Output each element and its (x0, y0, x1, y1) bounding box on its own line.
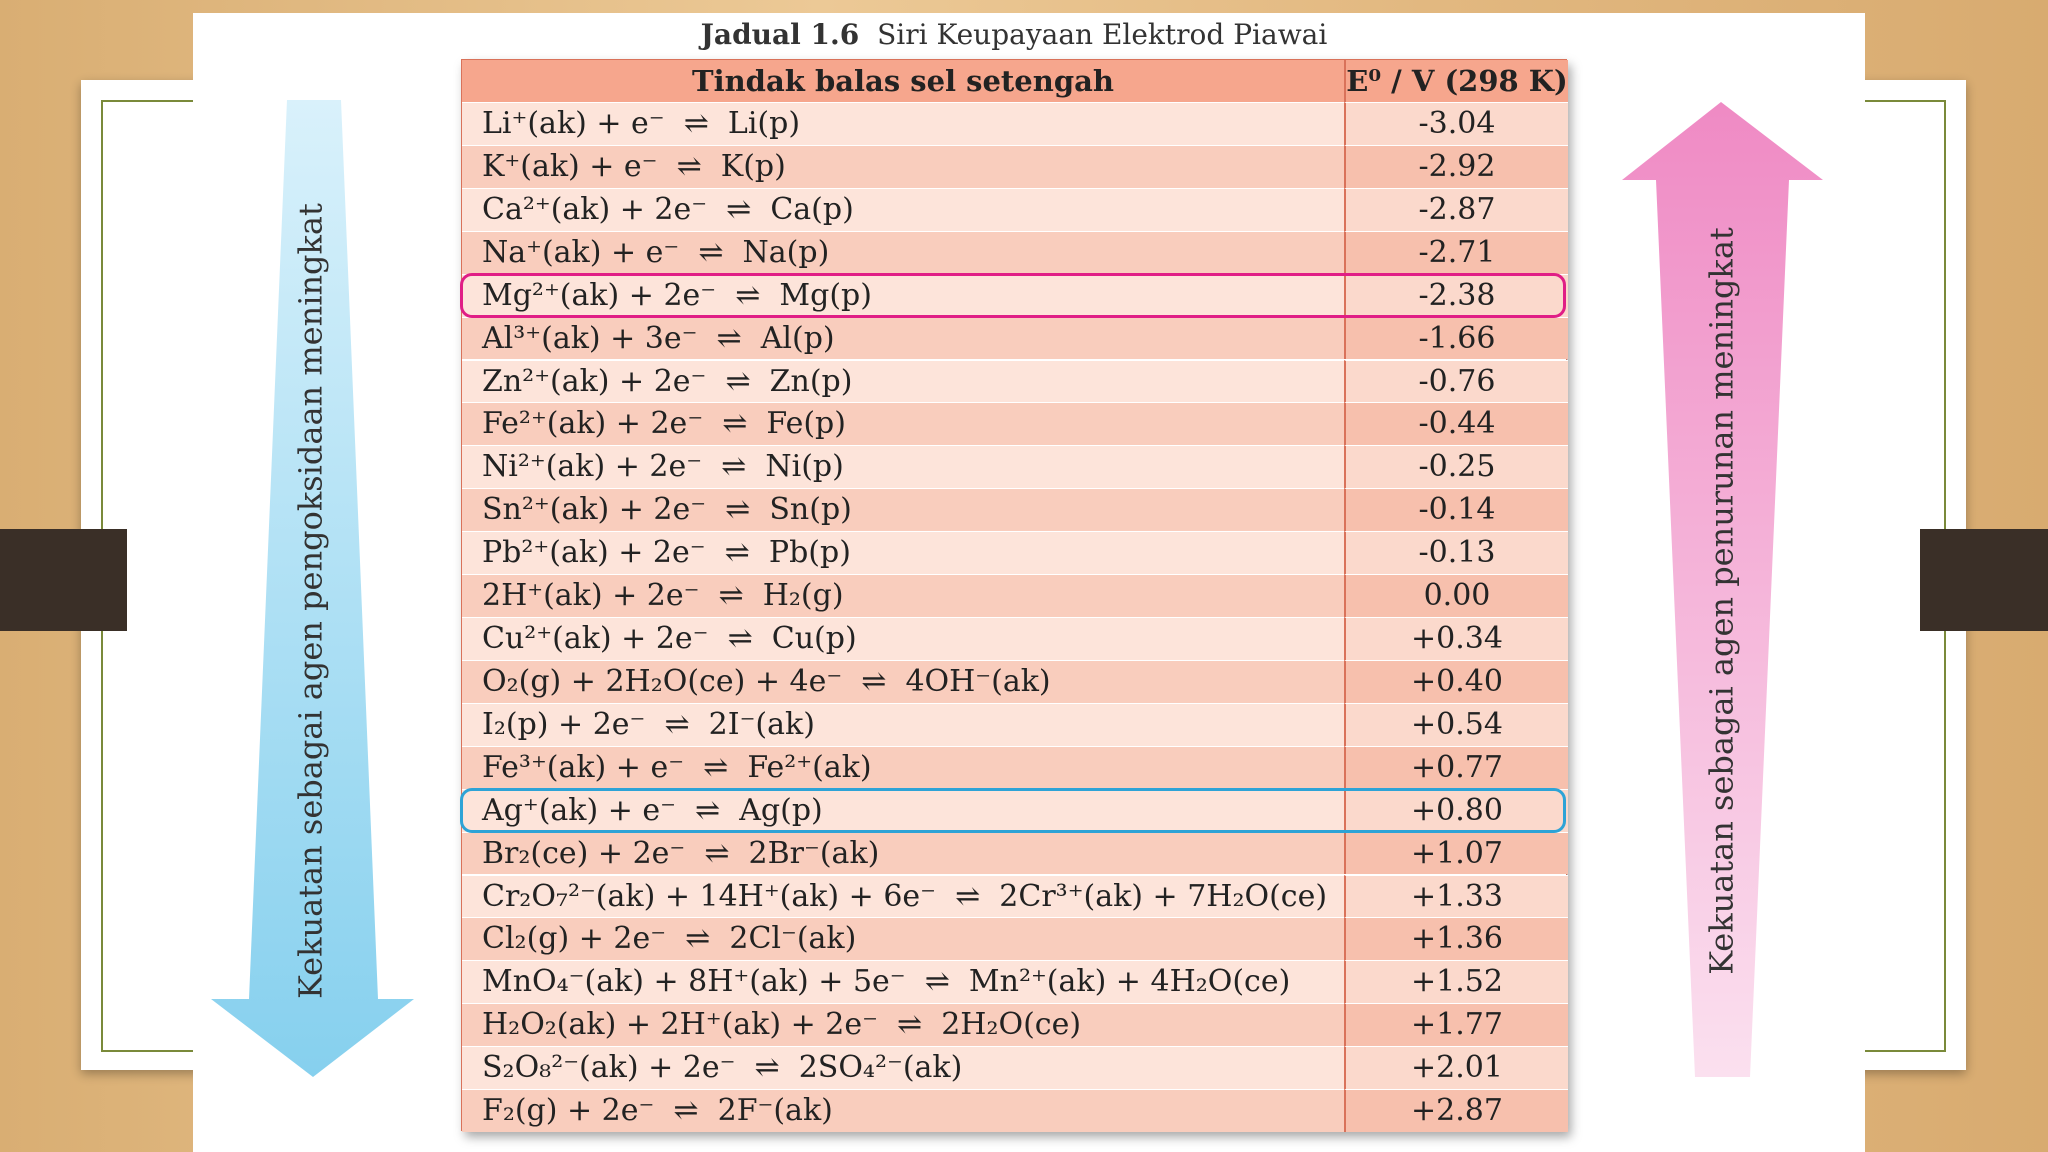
reaction-cell: H₂O₂(ak) + 2H⁺(ak) + 2e⁻ ⇌ 2H₂O(ce) (462, 1003, 1344, 1047)
reaction-cell: Fe³⁺(ak) + e⁻ ⇌ Fe²⁺(ak) (462, 745, 1344, 789)
down-arrow (211, 100, 414, 1077)
reaction-cell: Ca²⁺(ak) + 2e⁻ ⇌ Ca(p) (462, 187, 1344, 231)
reaction-cell: S₂O₈²⁻(ak) + 2e⁻ ⇌ 2SO₄²⁻(ak) (462, 1046, 1344, 1090)
potential-cell: +0.80 (1344, 788, 1568, 832)
right-arrow-label: Kekuatan sebagai agen penurunan meningka… (1703, 227, 1741, 975)
reaction-cell: Zn²⁺(ak) + 2e⁻ ⇌ Zn(p) (462, 359, 1344, 403)
reaction-cell: Sn²⁺(ak) + 2e⁻ ⇌ Sn(p) (462, 488, 1344, 532)
potential-cell: +1.33 (1344, 874, 1568, 918)
reaction-cell: Cl₂(g) + 2e⁻ ⇌ 2Cl⁻(ak) (462, 917, 1344, 961)
reaction-cell: Li⁺(ak) + e⁻ ⇌ Li(p) (462, 102, 1344, 145)
potential-cell: -2.87 (1344, 187, 1568, 231)
reaction-cell: I₂(p) + 2e⁻ ⇌ 2I⁻(ak) (462, 702, 1344, 746)
potential-cell: +0.77 (1344, 745, 1568, 789)
potential-cell: -1.66 (1344, 316, 1568, 360)
potential-cell: -3.04 (1344, 102, 1568, 145)
reaction-cell: Mg²⁺(ak) + 2e⁻ ⇌ Mg(p) (462, 273, 1344, 317)
dark-strip (1920, 529, 2048, 631)
header-cell: E⁰ / V (298 K) (1344, 60, 1568, 102)
up-arrow (1622, 102, 1823, 1077)
row-highlight (460, 787, 1566, 833)
reaction-cell: Fe²⁺(ak) + 2e⁻ ⇌ Fe(p) (462, 402, 1344, 446)
potential-cell: +1.07 (1344, 831, 1568, 875)
potential-cell: -0.13 (1344, 531, 1568, 575)
potential-cell: +2.87 (1344, 1089, 1568, 1132)
potential-cell: +1.36 (1344, 917, 1568, 961)
potential-cell: -0.76 (1344, 359, 1568, 403)
table: Tindak balas sel setengah E⁰ / V (298 K) L… (460, 59, 1568, 1132)
reaction-cell: 2H⁺(ak) + 2e⁻ ⇌ H₂(g) (462, 574, 1344, 617)
reaction-cell: O₂(g) + 2H₂O(ce) + 4e⁻ ⇌ 4OH⁻(ak) (462, 659, 1344, 703)
table-title: Jadual 1.6 Siri Keupayaan Elektrod Piawa… (461, 18, 1567, 51)
reaction-cell: F₂(g) + 2e⁻ ⇌ 2F⁻(ak) (462, 1089, 1344, 1132)
potential-cell: -2.71 (1344, 230, 1568, 274)
row-highlight (460, 272, 1566, 318)
reaction-cell: Ag⁺(ak) + e⁻ ⇌ Ag(p) (462, 788, 1344, 832)
potential-cell: -2.38 (1344, 273, 1568, 317)
potential-cell: +0.34 (1344, 617, 1568, 660)
title-label: Jadual 1.6 (700, 18, 860, 51)
left-arrow-label: Kekuatan sebagai agen pengoksidaan menin… (292, 203, 330, 999)
reaction-cell: Pb²⁺(ak) + 2e⁻ ⇌ Pb(p) (462, 531, 1344, 575)
potential-cell: +0.54 (1344, 702, 1568, 746)
reaction-cell: Na⁺(ak) + e⁻ ⇌ Na(p) (462, 230, 1344, 274)
potential-cell: +0.40 (1344, 659, 1568, 703)
potential-cell: +1.77 (1344, 1003, 1568, 1047)
reaction-cell: MnO₄⁻(ak) + 8H⁺(ak) + 5e⁻ ⇌ Mn²⁺(ak) + 4… (462, 960, 1344, 1004)
title-text: Siri Keupayaan Elektrod Piawai (877, 18, 1328, 51)
potential-cell: -0.14 (1344, 488, 1568, 532)
reaction-cell: Ni²⁺(ak) + 2e⁻ ⇌ Ni(p) (462, 445, 1344, 489)
reaction-cell: Al³⁺(ak) + 3e⁻ ⇌ Al(p) (462, 316, 1344, 360)
potential-cell: +2.01 (1344, 1046, 1568, 1090)
reaction-cell: Cu²⁺(ak) + 2e⁻ ⇌ Cu(p) (462, 617, 1344, 660)
reaction-cell: Br₂(ce) + 2e⁻ ⇌ 2Br⁻(ak) (462, 831, 1344, 875)
reaction-cell: Cr₂O₇²⁻(ak) + 14H⁺(ak) + 6e⁻ ⇌ 2Cr³⁺(ak)… (462, 874, 1344, 918)
potential-cell: 0.00 (1344, 574, 1568, 617)
potential-cell: -2.92 (1344, 144, 1568, 188)
reaction-cell: K⁺(ak) + e⁻ ⇌ K(p) (462, 144, 1344, 188)
dark-strip (0, 529, 127, 631)
potential-cell: -0.25 (1344, 445, 1568, 489)
potential-cell: +1.52 (1344, 960, 1568, 1004)
header-cell: Tindak balas sel setengah (462, 60, 1344, 102)
potential-cell: -0.44 (1344, 402, 1568, 446)
